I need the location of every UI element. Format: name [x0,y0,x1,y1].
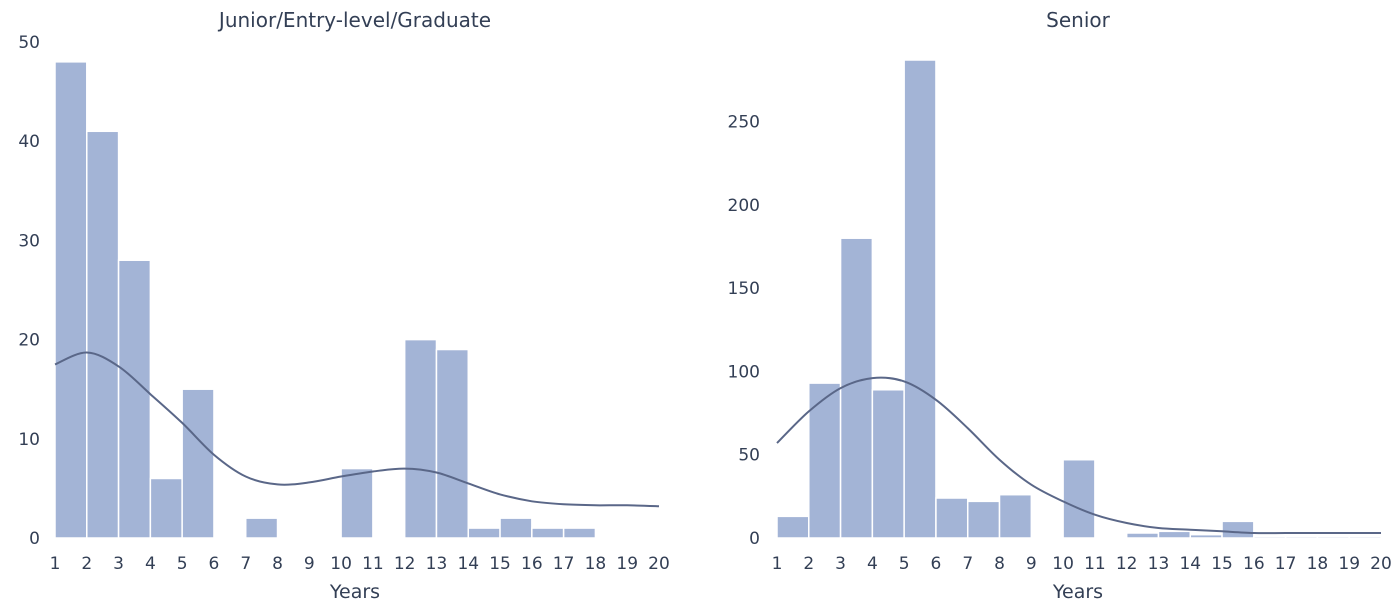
senior-bar-18-19 [1316,535,1350,539]
junior-bar-2-3 [86,130,120,539]
senior-chart-title: Senior [1046,8,1110,32]
junior-x-tick-label: 5 [177,554,188,574]
senior-y-tick-label: 150 [728,279,760,299]
senior-x-tick-label: 3 [835,554,846,574]
junior-bar-3-4 [117,259,152,539]
senior-y-tick-label: 250 [728,113,760,133]
senior-x-tick-label: 17 [1275,554,1297,574]
senior-bar-8-9 [998,493,1033,539]
junior-chart-title: Junior/Entry-level/Graduate [217,8,491,32]
senior-bar-14-15 [1189,533,1223,539]
senior-bar-6-7 [935,497,969,539]
senior-bar-5-6 [903,59,937,539]
junior-y-tick-label: 40 [18,132,40,152]
junior-x-tick-label: 1 [50,554,61,574]
senior-bar-16-17 [1253,535,1287,539]
senior-bar-15-16 [1221,520,1255,539]
senior-x-tick-label: 7 [962,554,973,574]
junior-bar-13-14 [435,348,470,539]
senior-y-axis-ticks: 0 50 100 150 200 250 [728,113,760,549]
senior-y-tick-label: 0 [749,529,760,549]
senior-x-tick-label: 15 [1211,554,1233,574]
senior-kde-curve [776,376,1381,535]
junior-x-tick-label: 11 [362,554,384,574]
senior-x-tick-label: 13 [1148,554,1170,574]
senior-x-tick-label: 10 [1052,554,1074,574]
junior-x-tick-label: 2 [81,554,92,574]
junior-x-tick-label: 7 [240,554,251,574]
junior-x-tick-label: 19 [616,554,638,574]
junior-x-tick-label: 4 [145,554,156,574]
junior-bar-16-17 [531,527,565,539]
junior-histogram-panel: Junior/Entry-level/Graduate 01020304050 … [18,8,669,603]
junior-x-tick-label: 15 [489,554,511,574]
senior-y-tick-label: 50 [738,446,760,466]
junior-bar-5-6 [181,388,215,539]
junior-x-tick-label: 16 [521,554,543,574]
junior-x-tick-label: 3 [113,554,124,574]
junior-x-axis-ticks: 1 2 3 4 5 6 7 8 9 10 11 12 13 14 15 16 17 18 19 20 [50,554,670,574]
junior-bar-12-13 [403,338,438,539]
senior-x-tick-label: 12 [1116,554,1138,574]
senior-x-tick-label: 18 [1307,554,1329,574]
junior-x-tick-label: 10 [330,554,352,574]
senior-x-tick-label: 5 [899,554,910,574]
senior-x-tick-label: 6 [931,554,942,574]
senior-bar-17-18 [1284,535,1319,539]
junior-kde-curve [54,351,660,508]
senior-x-tick-label: 14 [1179,554,1201,574]
senior-x-axis-ticks: 1 2 3 4 5 6 7 8 9 10 11 12 13 14 15 16 17 18 19 20 [772,554,1392,574]
junior-y-tick-label: 10 [18,430,40,450]
senior-bar-3-4 [839,237,874,539]
senior-bar-1-2 [776,515,810,539]
junior-bar-14-15 [467,527,501,539]
senior-x-tick-label: 11 [1084,554,1106,574]
junior-x-tick-label: 20 [648,554,670,574]
senior-y-tick-label: 200 [728,196,760,216]
junior-x-tick-label: 17 [553,554,575,574]
junior-x-tick-label: 12 [394,554,416,574]
senior-x-tick-label: 20 [1370,554,1392,574]
junior-y-tick-label: 0 [29,529,40,549]
junior-bar-1-2 [54,61,88,539]
junior-y-tick-label: 20 [18,331,40,351]
junior-bar-4-5 [149,477,183,539]
senior-x-tick-label: 4 [867,554,878,574]
senior-bar-19-20 [1348,535,1382,539]
senior-x-tick-label: 16 [1243,554,1265,574]
senior-bar-13-14 [1157,530,1192,539]
junior-bar-10-11 [340,467,374,539]
junior-bar-7-8 [244,517,279,539]
junior-bar-15-16 [499,517,533,539]
senior-bar-4-5 [871,389,905,539]
senior-x-tick-label: 19 [1338,554,1360,574]
junior-y-tick-label: 50 [18,33,40,53]
senior-x-tick-label: 2 [803,554,814,574]
junior-x-tick-label: 9 [304,554,315,574]
senior-bar-7-8 [966,500,1001,539]
senior-bar-10-11 [1062,458,1096,539]
junior-bars [54,61,597,539]
junior-y-tick-label: 30 [18,231,40,251]
senior-x-tick-label: 1 [772,554,783,574]
senior-y-tick-label: 100 [728,362,760,382]
senior-x-tick-label: 9 [1026,554,1037,574]
senior-x-axis-label: Years [1052,581,1103,603]
junior-x-axis-label: Years [329,581,380,603]
junior-x-tick-label: 14 [457,554,479,574]
senior-x-tick-label: 8 [994,554,1005,574]
senior-bars [776,59,1382,539]
junior-x-tick-label: 6 [209,554,220,574]
junior-y-axis-ticks: 0 10 20 30 40 50 [18,33,40,549]
junior-x-tick-label: 8 [272,554,283,574]
junior-x-tick-label: 13 [426,554,448,574]
junior-x-tick-label: 18 [585,554,607,574]
junior-bar-17-18 [562,527,597,539]
senior-bar-12-13 [1125,532,1160,539]
